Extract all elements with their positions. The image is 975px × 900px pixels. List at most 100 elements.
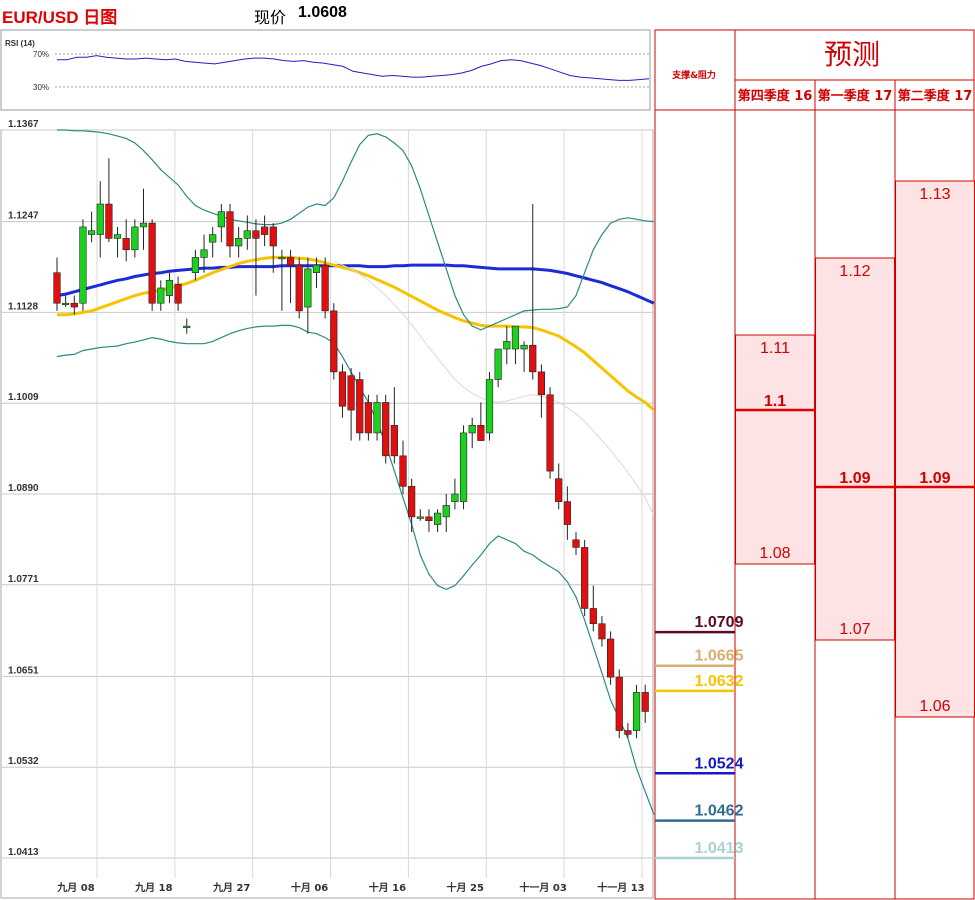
- candle-body: [131, 226, 139, 251]
- indicator-line: [56, 263, 655, 305]
- candle-body: [373, 402, 381, 434]
- candle-body: [260, 226, 269, 235]
- y-tick-label: 1.1128: [8, 301, 38, 312]
- candle-body: [477, 425, 485, 441]
- candle-body: [113, 234, 122, 239]
- candle-body: [537, 371, 545, 396]
- candle-body: [226, 211, 234, 247]
- candle-body: [572, 539, 580, 548]
- current-price: 1.0608: [298, 4, 347, 21]
- chart-title: EUR/USD 日图: [2, 8, 118, 27]
- forecast-high: 1.13: [919, 186, 950, 203]
- y-tick-label: 1.0651: [8, 665, 39, 676]
- forecast-title: 预测: [824, 38, 880, 71]
- forecast-high: 1.11: [760, 340, 790, 357]
- candle-body: [278, 257, 286, 260]
- candle-body: [529, 344, 537, 373]
- indicator-line: [333, 260, 655, 516]
- candle-body: [511, 325, 520, 350]
- y-tick-label: 1.0532: [8, 756, 39, 767]
- forecast-low: 1.06: [919, 698, 950, 715]
- x-tick-label: 十月 16: [369, 881, 406, 894]
- candle-body: [382, 402, 390, 457]
- y-tick-label: 1.0771: [8, 574, 39, 585]
- candle-body: [330, 310, 338, 373]
- candle-body: [451, 493, 459, 502]
- y-tick-label: 1.1367: [8, 119, 39, 130]
- sr-value: 1.0462: [695, 803, 744, 820]
- indicator-line: [56, 324, 655, 815]
- candle-body: [321, 264, 329, 312]
- candle-body: [555, 478, 563, 502]
- candle-body: [494, 348, 502, 380]
- candle-body: [79, 226, 87, 304]
- sr-value: 1.0413: [695, 840, 744, 857]
- candle-body: [295, 264, 303, 312]
- candle-body: [606, 638, 615, 678]
- candle-body: [312, 264, 321, 274]
- candle-body: [105, 203, 113, 239]
- candle-body: [200, 249, 208, 258]
- forecast-column-header: 第二季度 17: [898, 88, 973, 104]
- candle-body: [235, 238, 243, 247]
- candle-body: [165, 280, 174, 296]
- candle-body: [589, 608, 597, 625]
- x-tick-label: 十月 25: [447, 881, 484, 894]
- candle-body: [139, 222, 148, 228]
- candle-body: [356, 379, 364, 434]
- x-tick-label: 九月 18: [134, 881, 172, 894]
- candle-body: [624, 730, 632, 735]
- y-tick-label: 1.1247: [8, 211, 39, 222]
- candle-body: [503, 341, 511, 350]
- candle-body: [468, 425, 476, 434]
- forecast-mid: 1.1: [764, 393, 786, 410]
- candle-body: [581, 547, 589, 609]
- candle-body: [390, 425, 398, 457]
- forecast-mid: 1.09: [919, 470, 950, 487]
- candle-body: [252, 230, 260, 239]
- candle-body: [62, 302, 70, 306]
- forecast-mid: 1.09: [839, 470, 870, 487]
- price-label: 现价: [254, 10, 287, 27]
- sr-header: 支撑&阻力: [671, 69, 716, 81]
- forecast-range-box: [735, 334, 815, 565]
- candle-body: [191, 257, 200, 274]
- candle-body: [286, 257, 295, 266]
- candle-body: [157, 287, 165, 304]
- forecast-low: 1.08: [759, 545, 790, 562]
- candle-body: [269, 226, 277, 247]
- candle-body: [96, 203, 104, 235]
- forecast-low: 1.07: [839, 621, 870, 638]
- candle-body: [399, 455, 407, 487]
- candle-body: [459, 432, 468, 502]
- candle-body: [546, 394, 554, 472]
- y-tick-label: 1.0890: [8, 483, 39, 494]
- forecast-high: 1.12: [839, 263, 870, 280]
- candle-body: [88, 230, 96, 235]
- y-tick-label: 1.1009: [8, 392, 39, 403]
- candle-body: [53, 272, 61, 304]
- forecast-column-header: 第一季度 17: [818, 88, 893, 104]
- rsi-label: RSI (14): [5, 39, 35, 48]
- forecast-range-box: [815, 257, 895, 641]
- rsi-level-label: 70%: [33, 50, 49, 59]
- candle-body: [416, 516, 424, 519]
- forecast-column-header: 第四季度 16: [738, 88, 813, 104]
- x-tick-label: 九月 27: [212, 881, 250, 894]
- candle-body: [338, 371, 347, 407]
- indicator-line: [57, 129, 654, 331]
- candle-body: [122, 238, 130, 251]
- candle-body: [217, 211, 225, 228]
- rsi-level-label: 30%: [33, 83, 49, 92]
- candle-body: [598, 623, 606, 640]
- rsi-panel: [0, 29, 651, 111]
- sr-value: 1.0524: [695, 755, 744, 772]
- candle-body: [485, 379, 494, 434]
- price-panel: [0, 129, 654, 899]
- candle-body: [183, 325, 191, 328]
- candle-body: [632, 692, 641, 731]
- x-tick-label: 十一月 13: [597, 881, 644, 894]
- x-tick-label: 十月 06: [291, 881, 328, 894]
- x-tick-label: 九月 08: [56, 881, 94, 894]
